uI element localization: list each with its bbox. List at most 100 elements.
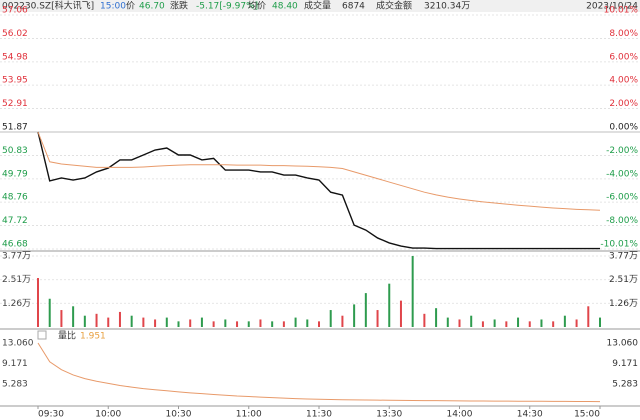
price: 46.70 [139, 2, 165, 12]
change: -5.17[-9.97%] [196, 2, 258, 12]
bar [388, 283, 391, 327]
date: 2023/10/24 [586, 2, 638, 12]
bar [271, 321, 274, 327]
y-tick-label-right: 9.171 [612, 359, 638, 369]
y-tick-label: 49.79 [2, 169, 28, 179]
bar [435, 308, 438, 327]
bar [517, 317, 520, 327]
x-tick-label: 15:00 [574, 410, 600, 420]
y2-tick-label: -2.00% [606, 146, 638, 156]
y2-tick-label: 0.00% [609, 123, 638, 133]
y-tick-label: 5.283 [2, 380, 28, 390]
bar [282, 321, 285, 327]
bar [236, 321, 239, 327]
x-tick-label: 09:30 [38, 410, 64, 420]
bar [224, 319, 227, 327]
y-tick-label-right: 2.51万 [609, 275, 638, 285]
bar [212, 321, 215, 327]
bar [294, 317, 297, 327]
bar [118, 311, 121, 327]
price-label: 价 [126, 1, 135, 12]
x-tick-label: 11:00 [236, 410, 262, 420]
line-series [37, 342, 601, 403]
y-tick-label: 2.51万 [2, 275, 31, 285]
bar [189, 319, 192, 327]
header-band [0, 0, 640, 12]
bar [95, 313, 98, 327]
bar [481, 321, 484, 327]
bar [60, 310, 63, 327]
bar [247, 321, 250, 327]
amount-label: 成交金额 [376, 0, 412, 12]
bar [177, 321, 180, 327]
y-tick-label: 51.87 [2, 123, 28, 133]
y-tick-label-right: 1.26万 [609, 299, 638, 309]
bar [493, 319, 496, 327]
bar [329, 310, 332, 327]
y-tick-label: 57.06 [2, 6, 28, 16]
y-tick-label: 54.98 [2, 52, 28, 62]
line-series [37, 131, 601, 211]
bar [200, 317, 203, 327]
volume: 6874 [342, 2, 365, 12]
bar [107, 317, 110, 327]
y-tick-label: 56.02 [2, 29, 28, 39]
bar [505, 321, 508, 327]
bar [83, 315, 86, 327]
y2-tick-label: -4.00% [606, 169, 638, 179]
ratio-title: 量比 [58, 330, 76, 342]
bar [341, 315, 344, 327]
bar [575, 319, 578, 327]
y-tick-label: 52.91 [2, 99, 28, 109]
bar [72, 306, 75, 327]
bar [423, 313, 426, 327]
y2-tick-label: 2.00% [609, 99, 638, 109]
avg: 48.40 [272, 2, 298, 12]
x-tick-label: 14:30 [517, 410, 543, 420]
bar [376, 310, 379, 327]
y2-tick-label: -10.01% [600, 240, 638, 250]
ratio-current: 1.951 [80, 332, 106, 342]
bar [599, 317, 601, 327]
y2-tick-label: 4.00% [609, 76, 638, 86]
bar [142, 317, 145, 327]
volume-label: 成交量 [304, 0, 331, 12]
y-tick-label: 50.83 [2, 146, 28, 156]
line-series [37, 131, 600, 250]
y2-tick-label: 6.00% [609, 52, 638, 62]
y-tick-label: 46.68 [2, 240, 28, 250]
y-tick-label: 13.060 [2, 339, 34, 349]
y-tick-label: 48.76 [2, 193, 28, 203]
change-label: 涨跌 [170, 1, 188, 12]
bar [446, 317, 449, 327]
amount: 3210.34万 [424, 2, 470, 12]
bar [528, 321, 531, 327]
bar [259, 319, 262, 327]
y2-tick-label: -6.00% [606, 193, 638, 203]
x-tick-label: 11:30 [306, 410, 332, 420]
panel-icon [37, 330, 47, 340]
x-tick-label: 14:00 [447, 410, 473, 420]
bar [318, 321, 320, 327]
bar [165, 317, 168, 327]
y-tick-label: 9.171 [2, 359, 28, 369]
bar [399, 300, 402, 327]
bar [306, 319, 309, 327]
y-tick-label-right: 5.283 [612, 380, 638, 390]
bar [540, 319, 543, 327]
symbol: 002230.SZ[科大讯飞] [2, 0, 94, 12]
y2-tick-label: 10.01% [604, 6, 639, 16]
y2-tick-label: -8.00% [606, 216, 638, 226]
y-tick-label-right: 3.77万 [609, 252, 638, 262]
bar [458, 319, 461, 327]
y-tick-label: 3.77万 [2, 252, 31, 262]
y-tick-label: 53.95 [2, 76, 28, 86]
y-tick-label-right: 13.060 [607, 339, 639, 349]
bar [353, 304, 356, 327]
bar [130, 315, 133, 327]
x-tick-label: 10:00 [95, 410, 121, 420]
y2-tick-label: 8.00% [609, 29, 638, 39]
bar [364, 293, 367, 327]
x-tick-label: 10:30 [166, 410, 192, 420]
